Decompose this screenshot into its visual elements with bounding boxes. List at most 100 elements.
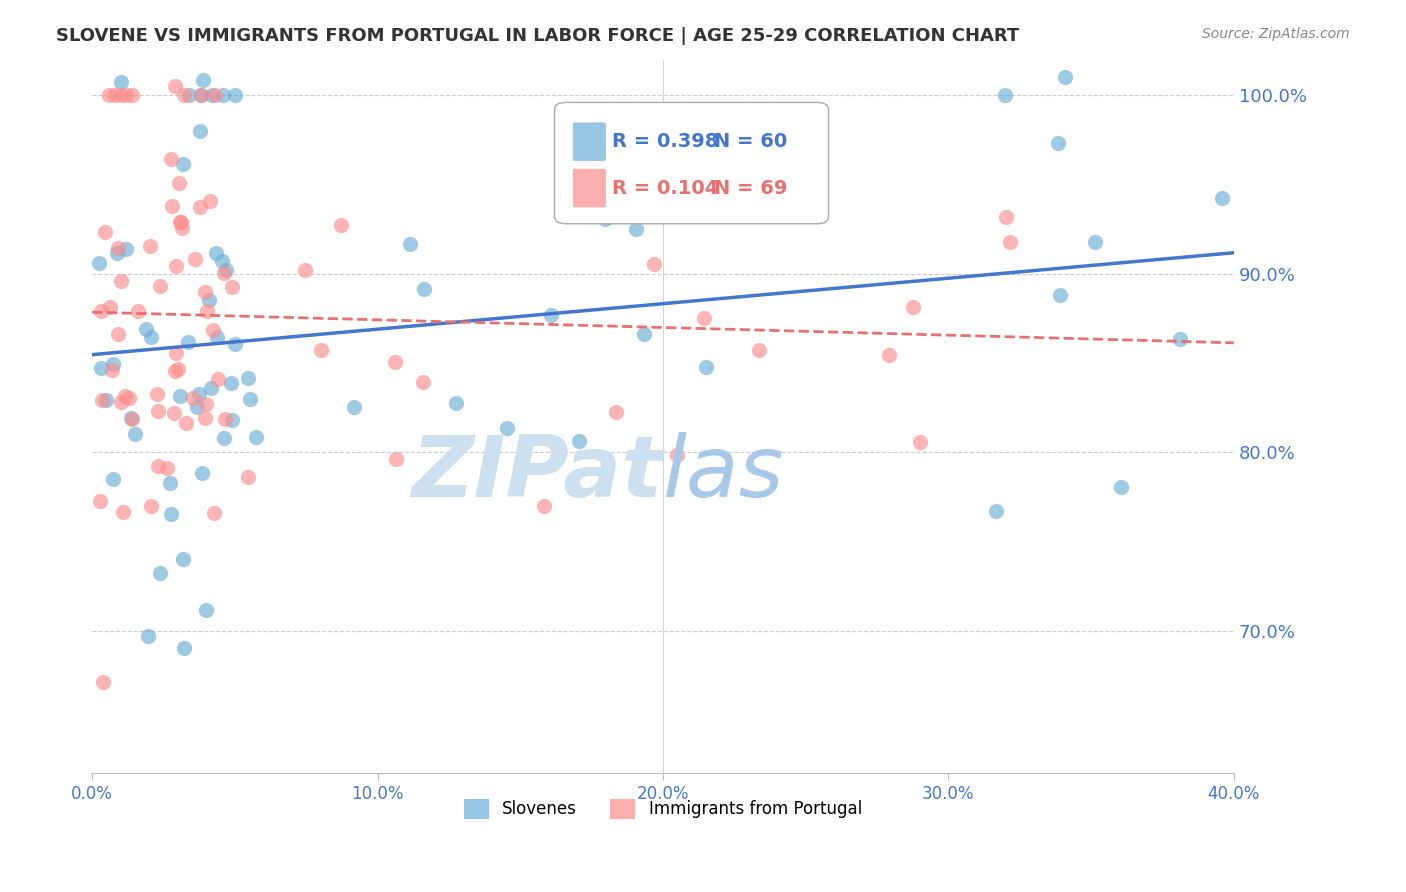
- Slovenes: [1211, 191, 1233, 205]
- Slovenes: [593, 211, 616, 226]
- Immigrants from Portugal: [91, 393, 114, 408]
- Slovenes: [120, 411, 142, 425]
- Immigrants from Portugal: [165, 79, 187, 94]
- Slovenes: [239, 392, 262, 406]
- Slovenes: [101, 472, 124, 486]
- Immigrants from Portugal: [184, 252, 207, 267]
- Immigrants from Portugal: [121, 411, 143, 425]
- Slovenes: [173, 640, 195, 655]
- Immigrants from Portugal: [692, 311, 714, 326]
- Slovenes: [1168, 332, 1191, 346]
- Immigrants from Portugal: [188, 201, 211, 215]
- Slovenes: [624, 222, 647, 236]
- Point: [98, 88, 121, 103]
- Slovenes: [212, 432, 235, 446]
- Immigrants from Portugal: [89, 493, 111, 508]
- Immigrants from Portugal: [212, 267, 235, 281]
- Slovenes: [172, 156, 194, 170]
- Slovenes: [90, 360, 112, 375]
- Immigrants from Portugal: [107, 241, 129, 255]
- Immigrants from Portugal: [93, 225, 115, 239]
- Immigrants from Portugal: [165, 346, 187, 360]
- Immigrants from Portugal: [112, 505, 135, 519]
- Slovenes: [110, 75, 132, 89]
- Text: N = 69: N = 69: [714, 178, 787, 198]
- Slovenes: [190, 466, 212, 480]
- Slovenes: [343, 401, 366, 415]
- Slovenes: [205, 246, 228, 260]
- Immigrants from Portugal: [160, 152, 183, 166]
- Slovenes: [633, 327, 655, 342]
- Slovenes: [124, 426, 146, 441]
- Immigrants from Portugal: [174, 416, 197, 430]
- Slovenes: [224, 336, 246, 351]
- Immigrants from Portugal: [114, 389, 136, 403]
- Slovenes: [191, 72, 214, 87]
- Text: R = 0.398: R = 0.398: [612, 132, 718, 151]
- Immigrants from Portugal: [156, 461, 179, 475]
- Immigrants from Portugal: [641, 178, 664, 193]
- Slovenes: [94, 393, 117, 408]
- Immigrants from Portugal: [877, 348, 900, 362]
- Immigrants from Portugal: [194, 285, 217, 300]
- FancyBboxPatch shape: [572, 169, 606, 207]
- Immigrants from Portugal: [98, 300, 121, 314]
- Slovenes: [1047, 136, 1070, 151]
- Immigrants from Portugal: [181, 391, 204, 405]
- Slovenes: [136, 629, 159, 643]
- Slovenes: [186, 401, 208, 415]
- Point: [104, 88, 127, 103]
- Slovenes: [211, 254, 233, 268]
- Slovenes: [399, 236, 422, 251]
- FancyBboxPatch shape: [572, 122, 606, 161]
- Point: [115, 88, 138, 103]
- Immigrants from Portugal: [384, 452, 406, 467]
- Immigrants from Portugal: [107, 326, 129, 341]
- Text: R = 0.104: R = 0.104: [612, 178, 718, 198]
- Slovenes: [412, 282, 434, 296]
- Immigrants from Portugal: [167, 362, 190, 376]
- Point: [190, 88, 212, 103]
- Immigrants from Portugal: [221, 280, 243, 294]
- Immigrants from Portugal: [127, 303, 149, 318]
- Slovenes: [159, 476, 181, 491]
- Immigrants from Portugal: [207, 371, 229, 385]
- Point: [994, 88, 1017, 103]
- Immigrants from Portugal: [139, 239, 162, 253]
- Immigrants from Portugal: [238, 470, 260, 484]
- Slovenes: [1084, 235, 1107, 249]
- Slovenes: [568, 434, 591, 448]
- Point: [190, 88, 212, 103]
- Immigrants from Portugal: [643, 257, 665, 271]
- Immigrants from Portugal: [110, 274, 132, 288]
- Point: [224, 88, 246, 103]
- Point: [212, 88, 235, 103]
- Slovenes: [101, 357, 124, 371]
- Slovenes: [214, 263, 236, 277]
- Slovenes: [172, 551, 194, 566]
- Text: Source: ZipAtlas.com: Source: ZipAtlas.com: [1202, 27, 1350, 41]
- Immigrants from Portugal: [330, 219, 353, 233]
- Immigrants from Portugal: [163, 364, 186, 378]
- Slovenes: [139, 330, 162, 344]
- Immigrants from Portugal: [101, 363, 124, 377]
- Immigrants from Portugal: [748, 343, 770, 358]
- Slovenes: [221, 413, 243, 427]
- Immigrants from Portugal: [533, 499, 555, 513]
- Slovenes: [200, 381, 222, 395]
- Immigrants from Portugal: [146, 459, 169, 474]
- Immigrants from Portugal: [910, 435, 932, 450]
- Text: ZIPat: ZIPat: [412, 432, 664, 515]
- Immigrants from Portugal: [118, 391, 141, 405]
- Slovenes: [207, 330, 229, 344]
- Text: N = 60: N = 60: [714, 132, 787, 151]
- Immigrants from Portugal: [901, 300, 924, 314]
- Point: [110, 88, 132, 103]
- Immigrants from Portugal: [145, 386, 167, 401]
- Immigrants from Portugal: [169, 215, 191, 229]
- Slovenes: [188, 387, 211, 401]
- Text: SLOVENE VS IMMIGRANTS FROM PORTUGAL IN LABOR FORCE | AGE 25-29 CORRELATION CHART: SLOVENE VS IMMIGRANTS FROM PORTUGAL IN L…: [56, 27, 1019, 45]
- Legend: Slovenes, Immigrants from Portugal: Slovenes, Immigrants from Portugal: [457, 792, 869, 826]
- Immigrants from Portugal: [412, 375, 434, 389]
- Immigrants from Portugal: [311, 343, 333, 358]
